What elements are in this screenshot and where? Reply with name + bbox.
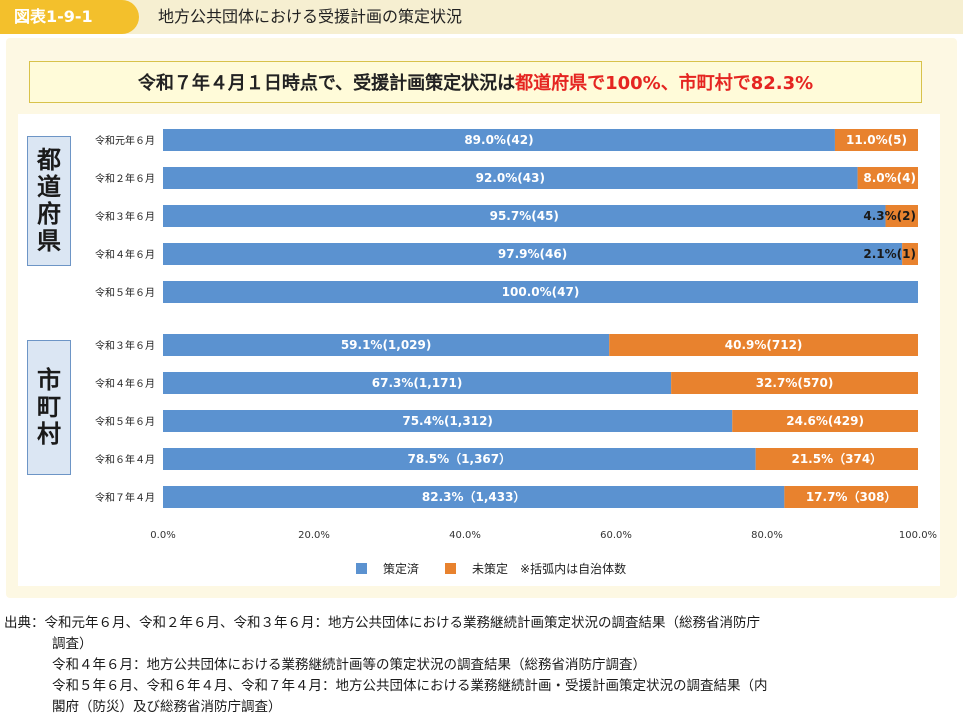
data-label-formulated: 89.0%(42) <box>464 133 533 147</box>
data-label-not-formulated: 24.6%(429) <box>786 414 864 428</box>
bar-not-formulated <box>885 205 918 227</box>
source-line: 閣府（防災）及び総務省消防庁調査） <box>52 699 282 715</box>
group-label-municipality: 市 町 村 <box>27 340 71 475</box>
group-label-prefecture: 都 道 府 県 <box>27 136 71 266</box>
x-tick-label: 100.0% <box>899 530 937 541</box>
bar-formulated <box>163 243 903 265</box>
data-label-not-formulated: 17.7%（308） <box>806 489 897 504</box>
y-axis-label: 令和５年６月 <box>95 415 155 428</box>
source-line: 令和４年６月：地方公共団体における業務継続計画等の策定状況の調査結果（総務省消防… <box>52 657 646 673</box>
legend-label-formulated: 策定済 <box>383 561 420 576</box>
data-label-not-formulated: 8.0%(4) <box>863 171 916 185</box>
bar-not-formulated <box>784 486 918 508</box>
data-label-formulated: 82.3%（1,433） <box>422 489 526 504</box>
group-char: 町 <box>37 393 61 422</box>
x-tick-label: 40.0% <box>449 530 481 541</box>
stacked-bar-chart: 令和元年６月 89.0%(42) 11.0%(5) 令和２年６月 92.0%(43) 8.… <box>95 129 937 541</box>
x-tick-label: 80.0% <box>751 530 783 541</box>
bar-not-formulated <box>857 167 918 189</box>
legend-label-not-formulated: 未策定 <box>472 561 509 576</box>
source-line: 調査） <box>52 636 93 652</box>
source-notes: 出典：令和元年６月、令和２年６月、令和３年６月：地方公共団体における業務継続計画… <box>4 613 959 718</box>
data-label-formulated: 92.0%(43) <box>476 171 545 185</box>
y-axis-label: 令和６年４月 <box>95 453 155 466</box>
bar-formulated <box>163 448 756 470</box>
data-label-formulated: 100.0%(47) <box>502 285 580 299</box>
y-axis-label: 令和元年６月 <box>95 134 155 147</box>
legend-item-not-formulated: 未策定 <box>445 560 508 577</box>
data-label-formulated: 95.7%(45) <box>490 209 559 223</box>
bar-formulated <box>163 410 733 432</box>
legend: 策定済 未策定 ※括弧内は自治体数 <box>356 560 626 576</box>
y-axis-label: 令和４年６月 <box>95 248 155 261</box>
y-axis-label: 令和４年６月 <box>95 377 155 390</box>
summary-text: 令和７年４月１日時点で、受援計画策定状況は <box>137 73 516 94</box>
group-char: 県 <box>37 226 61 255</box>
data-label-formulated: 67.3%(1,171) <box>372 376 463 390</box>
bar-not-formulated <box>902 243 918 265</box>
summary-highlight: 都道府県で100%、市町村で82.3% <box>515 73 814 94</box>
bar-not-formulated <box>732 410 918 432</box>
x-tick-label: 20.0% <box>298 530 330 541</box>
bar-formulated <box>163 372 672 394</box>
bar-formulated <box>163 334 610 356</box>
data-label-not-formulated: 2.1%(1) <box>863 247 916 261</box>
bar-formulated <box>163 167 858 189</box>
data-label-formulated: 97.9%(46) <box>498 247 567 261</box>
legend-item-formulated: 策定済 <box>356 560 419 577</box>
x-tick-label: 60.0% <box>600 530 632 541</box>
data-label-formulated: 75.4%(1,312) <box>402 414 493 428</box>
title-bar: 図表1-9-1 地方公共団体における受援計画の策定状況 <box>0 0 963 34</box>
data-label-formulated: 78.5%（1,367） <box>408 451 512 466</box>
bar-formulated <box>163 129 835 151</box>
data-label-not-formulated: 40.9%(712) <box>725 338 803 352</box>
data-label-not-formulated: 21.5%（374） <box>791 451 882 466</box>
source-line: 出典：令和元年６月、令和２年６月、令和３年６月：地方公共団体における業務継続計画… <box>4 615 760 631</box>
data-label-not-formulated: 4.3%(2) <box>863 209 916 223</box>
y-axis-label: 令和３年６月 <box>95 210 155 223</box>
figure-label: 図表1-9-1 <box>0 0 139 34</box>
figure-title: 地方公共団体における受援計画の策定状況 <box>158 7 463 26</box>
group-char: 都 <box>37 146 61 175</box>
group-char: 府 <box>37 200 61 228</box>
data-label-not-formulated: 11.0%(5) <box>846 133 907 147</box>
source-line: 令和５年６月、令和６年４月、令和７年４月：地方公共団体における業務継続計画・受援… <box>52 678 768 694</box>
y-axis-label: 令和２年６月 <box>95 172 155 185</box>
group-char: 市 <box>37 366 61 395</box>
legend-swatch-formulated <box>356 562 367 574</box>
legend-swatch-not-formulated <box>445 562 457 574</box>
y-axis-label: 令和３年６月 <box>95 339 155 352</box>
data-label-not-formulated: 32.7%(570) <box>756 376 834 390</box>
bar-formulated <box>163 205 886 227</box>
bar-not-formulated <box>609 334 918 356</box>
legend-note: ※括弧内は自治体数 <box>520 561 627 576</box>
bar-formulated <box>163 486 785 508</box>
y-axis-label: 令和７年４月 <box>95 491 155 504</box>
bar-formulated <box>163 281 918 303</box>
bar-not-formulated <box>755 448 918 470</box>
bar-not-formulated <box>671 372 918 394</box>
x-tick-label: 0.0% <box>150 530 175 541</box>
data-label-formulated: 59.1%(1,029) <box>341 338 432 352</box>
bar-not-formulated <box>834 129 918 151</box>
group-char: 村 <box>37 419 61 448</box>
group-char: 道 <box>37 173 61 202</box>
y-axis-label: 令和５年６月 <box>95 286 155 299</box>
summary-box: 令和７年４月１日時点で、受援計画策定状況は 都道府県で100%、市町村で82.3% <box>29 61 922 103</box>
